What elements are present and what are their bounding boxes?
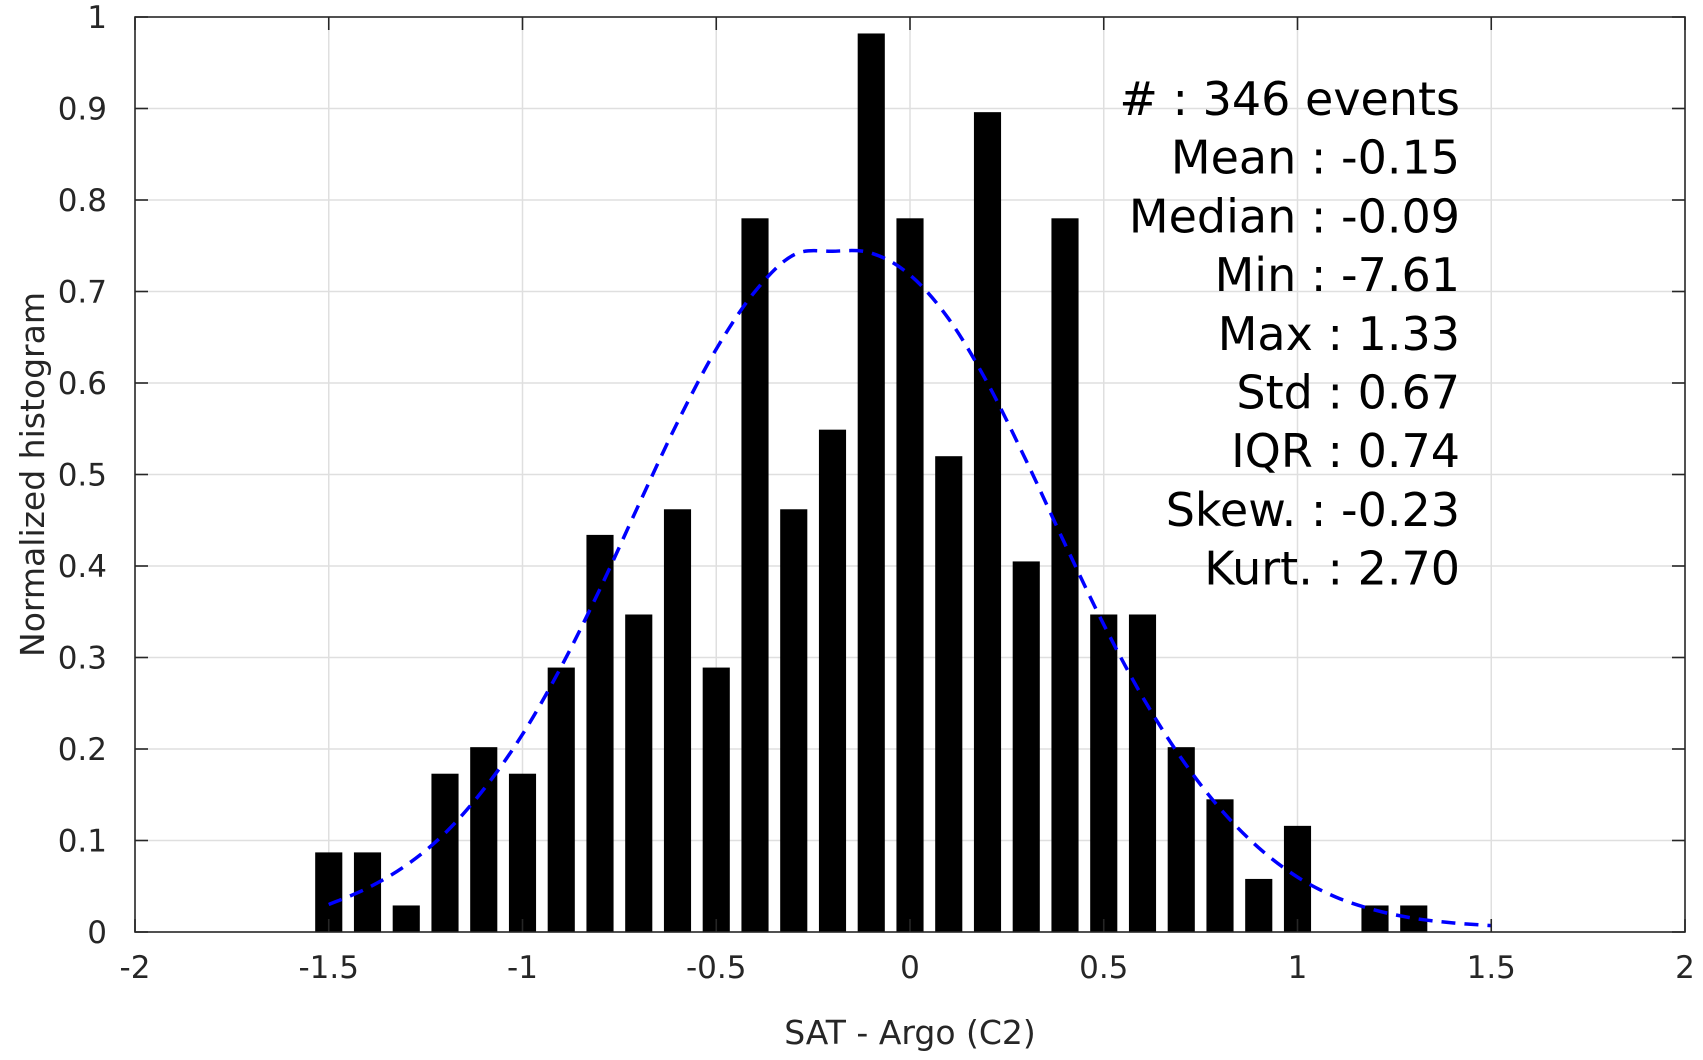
stats-line: Min : -7.61 [1215,248,1460,302]
stats-line: Kurt. : 2.70 [1204,542,1460,596]
bars-layer [315,33,1428,933]
histogram-bar [508,773,537,932]
y-tick-label: 0 [87,915,107,951]
histogram-bar [973,112,1002,932]
histogram-bar [1167,747,1195,932]
y-tick-label: 0.3 [58,641,107,677]
x-tick-label: 1.5 [1467,950,1516,986]
stats-line: # : 346 events [1119,72,1460,126]
histogram-bar [780,509,808,932]
histogram-bar [741,218,769,933]
x-tick-label: -1.5 [299,950,360,986]
histogram-bar [586,534,614,932]
histogram-bar [431,773,459,932]
x-tick-label: 2 [1675,950,1695,986]
histogram-bar [1051,218,1079,933]
y-tick-label: 0.7 [58,275,107,311]
histogram-bar [547,667,575,932]
x-tick-label: 0.5 [1079,950,1128,986]
histogram-bar [392,905,420,932]
ticks-layer [134,16,1686,933]
histogram-bar [1245,878,1273,932]
y-tick-label: 0.1 [58,824,107,860]
tick-labels-layer: -2 -1.5 -1 -0.5 0 0.5 1 1.5 2 0 0.1 0.2 0.3 0.4 0.5 0.6… [58,0,1695,986]
x-tick-label: -1 [507,950,538,986]
x-tick-label: 0 [900,950,920,986]
y-axis-title: Normalized histogram [13,292,52,657]
y-tick-label: 0.4 [58,549,107,585]
histogram-bar [1128,614,1157,932]
x-tick-label: 1 [1288,950,1308,986]
y-tick-label: 0.8 [58,183,107,219]
histogram-bar [663,509,692,932]
y-tick-label: 1 [87,0,107,36]
histogram-bar [935,456,963,932]
histogram-bar [1090,614,1118,932]
histogram-bar [857,33,885,933]
y-tick-label: 0.5 [58,458,107,494]
histogram-bar [818,429,847,932]
y-tick-label: 0.9 [58,92,107,128]
x-tick-label: -2 [120,950,151,986]
stats-line: Median : -0.09 [1129,189,1460,243]
x-axis-title: SAT - Argo (C2) [784,1013,1036,1052]
y-tick-label: 0.6 [58,366,107,402]
y-tick-label: 0.2 [58,732,107,768]
histogram-bar [702,667,730,932]
histogram-bar [896,218,924,933]
stats-line: Max : 1.33 [1218,307,1460,361]
stats-line: Skew. : -0.23 [1166,483,1460,537]
stats-line: Std : 0.67 [1236,366,1460,420]
histogram-bar [315,852,343,932]
histogram-bar [1012,561,1040,932]
stats-line: IQR : 0.74 [1231,424,1460,478]
x-tick-label: -0.5 [686,950,747,986]
histogram-bar [1206,799,1234,932]
histogram-bar [625,614,653,932]
stats-line: Mean : -0.15 [1171,131,1460,185]
